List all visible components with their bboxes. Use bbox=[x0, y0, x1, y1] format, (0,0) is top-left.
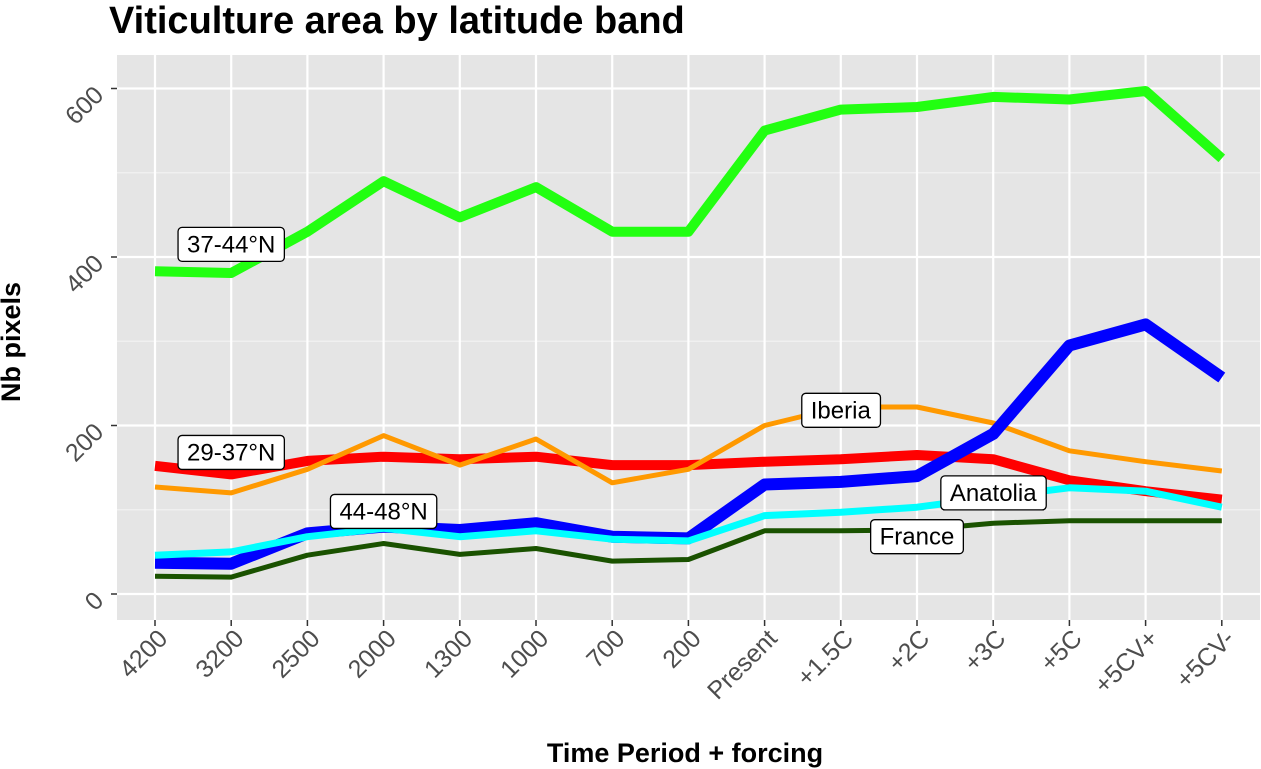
x-tick-label: +1.5C bbox=[792, 624, 859, 691]
series-line bbox=[154, 518, 1222, 580]
series-label: 37-44°N bbox=[177, 226, 286, 263]
x-tick-label: +3C bbox=[959, 624, 1012, 677]
series-label-box bbox=[177, 434, 286, 471]
x-tick-label: +5C bbox=[1035, 624, 1088, 677]
series-label-text: 37-44°N bbox=[187, 231, 275, 258]
series-label: 44-48°N bbox=[329, 493, 438, 530]
y-tick-label: 400 bbox=[60, 249, 109, 298]
y-axis: 0 200 400 600 bbox=[60, 81, 117, 616]
series-label-box bbox=[869, 519, 965, 555]
series-label-text: 29-37°N bbox=[187, 439, 275, 466]
x-tick-label: 700 bbox=[581, 624, 630, 673]
series-line bbox=[154, 404, 1223, 496]
x-tick-label: 1300 bbox=[419, 624, 478, 683]
series-label-text: France bbox=[880, 524, 955, 551]
series-labels: 37-44°N 29-37°N 44-48°N Iberia Anatolia Franc… bbox=[177, 226, 1047, 555]
y-tick-label: 0 bbox=[80, 586, 110, 616]
x-axis-title: Time Period + forcing bbox=[547, 738, 823, 768]
y-tick-label: 200 bbox=[60, 418, 109, 467]
series-label-box bbox=[177, 226, 286, 263]
x-tick-label: 3200 bbox=[190, 624, 249, 683]
x-tick-label: 2000 bbox=[343, 624, 402, 683]
x-tick-label: 1000 bbox=[495, 624, 554, 683]
y-tick-label: 600 bbox=[60, 81, 109, 130]
series-label-text: 44-48°N bbox=[339, 498, 427, 525]
x-tick-label: 4200 bbox=[114, 624, 173, 683]
series-lines bbox=[154, 86, 1226, 580]
series-label: 29-37°N bbox=[177, 434, 286, 471]
x-tick-label: +5CV- bbox=[1171, 624, 1240, 693]
series-label-text: Iberia bbox=[811, 397, 872, 424]
series-label-box bbox=[329, 493, 438, 530]
chart-title: Viticulture area by latitude band bbox=[109, 0, 685, 42]
x-tick-label: 200 bbox=[657, 624, 706, 673]
series-label: Iberia bbox=[801, 392, 882, 428]
x-tick-label: Present bbox=[702, 624, 783, 705]
series-line bbox=[154, 86, 1226, 278]
y-axis-title: Nb pixels bbox=[0, 282, 26, 402]
series-label: Anatolia bbox=[940, 475, 1047, 511]
x-tick-label: +2C bbox=[883, 624, 936, 677]
x-tick-label: +5CV+ bbox=[1089, 624, 1164, 699]
series-label-box bbox=[940, 475, 1047, 511]
x-tick-label: 2500 bbox=[267, 624, 326, 683]
series-label-box bbox=[801, 392, 882, 428]
series-label: France bbox=[869, 519, 965, 555]
series-label-text: Anatolia bbox=[950, 480, 1037, 507]
